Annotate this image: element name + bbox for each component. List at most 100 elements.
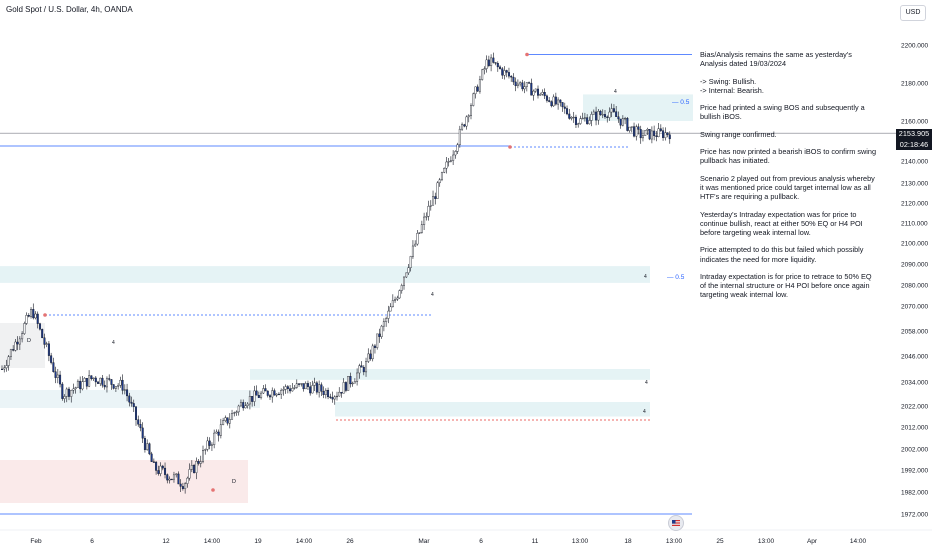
candle-body bbox=[648, 129, 651, 140]
candle-body bbox=[476, 86, 479, 92]
candle-body bbox=[271, 390, 274, 398]
candle-body bbox=[403, 276, 406, 286]
candle-body bbox=[641, 135, 644, 139]
candle-body bbox=[304, 383, 307, 390]
candle-body bbox=[619, 118, 622, 126]
candle-body bbox=[414, 243, 417, 247]
candle-body bbox=[534, 88, 537, 92]
y-tick-label: 2160.000 bbox=[901, 119, 928, 126]
note-line: Price has now printed a bearish iBOS to … bbox=[700, 147, 877, 166]
candle-body bbox=[246, 403, 249, 406]
candle-body bbox=[65, 388, 68, 397]
candle-body bbox=[309, 386, 312, 394]
candle-body bbox=[342, 382, 345, 394]
candle-body bbox=[181, 486, 184, 489]
x-tick-label: 13:00 bbox=[758, 538, 775, 545]
candle-body bbox=[262, 388, 265, 394]
candle-body bbox=[50, 355, 53, 363]
poi-label: 4 bbox=[614, 89, 617, 95]
candle-body bbox=[59, 374, 62, 385]
currency-button[interactable]: USD bbox=[900, 5, 926, 21]
poi-label: 4 bbox=[643, 409, 646, 415]
candle-body bbox=[248, 396, 251, 405]
candle-body bbox=[273, 390, 276, 396]
candle-body bbox=[175, 473, 178, 476]
last-price-tag: 2153.905 02:18:46 bbox=[896, 129, 932, 150]
poi-label: 4 bbox=[645, 380, 648, 386]
demand-label: D bbox=[232, 479, 236, 485]
candle-body bbox=[242, 402, 245, 409]
candle-body bbox=[586, 117, 589, 125]
candle-body bbox=[561, 102, 564, 108]
y-tick-label: 2080.000 bbox=[901, 283, 928, 290]
candle-body bbox=[353, 381, 356, 384]
note-line: -> Swing: Bullish. -> Internal: Bearish. bbox=[700, 76, 764, 95]
candle-body bbox=[655, 135, 658, 137]
candle-body bbox=[164, 467, 167, 475]
candle-body bbox=[452, 154, 455, 161]
candle-body bbox=[213, 432, 216, 446]
candle-body bbox=[467, 115, 470, 118]
x-tick-label: 14:00 bbox=[296, 538, 313, 545]
candle-body bbox=[226, 417, 229, 424]
y-tick-label: 2090.000 bbox=[901, 262, 928, 269]
candle-body bbox=[224, 417, 227, 421]
swing-high-dot bbox=[525, 52, 529, 57]
y-tick-label: 2070.000 bbox=[901, 304, 928, 311]
candle-body bbox=[563, 106, 566, 109]
x-tick-label: 18 bbox=[624, 538, 632, 545]
candle-body bbox=[269, 395, 272, 398]
candle-body bbox=[572, 116, 575, 119]
y-tick-label: 2046.000 bbox=[901, 354, 928, 361]
candle-body bbox=[137, 419, 140, 425]
candle-body bbox=[507, 72, 510, 77]
candle-body bbox=[208, 440, 211, 446]
flag-logo-icon[interactable] bbox=[668, 515, 684, 531]
candle-body bbox=[490, 57, 493, 66]
y-tick-label: 2130.000 bbox=[901, 181, 928, 188]
poi-label: 4 bbox=[431, 292, 434, 298]
candle-body bbox=[34, 313, 37, 319]
candle-body bbox=[32, 309, 35, 319]
candle-body bbox=[615, 111, 618, 117]
candle-body bbox=[277, 393, 280, 396]
y-tick-label: 1992.000 bbox=[901, 468, 928, 475]
candle-body bbox=[201, 450, 204, 462]
candle-body bbox=[184, 483, 187, 489]
candle-body bbox=[338, 391, 341, 397]
candle-body bbox=[610, 108, 613, 113]
x-tick-label: 12 bbox=[162, 538, 170, 545]
candle-body bbox=[427, 206, 430, 217]
candle-body bbox=[528, 82, 531, 84]
candle-body bbox=[152, 461, 155, 463]
candle-body bbox=[36, 313, 39, 324]
candle-body bbox=[7, 356, 10, 366]
candle-body bbox=[219, 424, 222, 436]
candle-body bbox=[134, 406, 137, 420]
x-tick-label: 13:00 bbox=[572, 538, 589, 545]
candle-body bbox=[195, 461, 198, 473]
candle-body bbox=[54, 371, 57, 378]
candle-body bbox=[530, 82, 533, 96]
analysis-notes: Bias/Analysis remains the same as yester… bbox=[700, 50, 878, 308]
candle-body bbox=[45, 343, 48, 345]
candle-body bbox=[306, 383, 309, 387]
candle-body bbox=[510, 75, 513, 78]
candle-body bbox=[624, 118, 627, 120]
candle-body bbox=[519, 82, 522, 85]
candle-body bbox=[298, 383, 301, 385]
candle-body bbox=[217, 431, 220, 436]
candle-body bbox=[483, 68, 486, 71]
candle-body bbox=[150, 453, 153, 462]
candle-body bbox=[416, 233, 419, 245]
candle-body bbox=[568, 113, 571, 119]
candle-body bbox=[628, 126, 631, 131]
candle-body bbox=[72, 388, 75, 391]
candle-body bbox=[566, 108, 569, 115]
candle-body bbox=[557, 99, 560, 105]
x-tick-label: 25 bbox=[716, 538, 724, 545]
candle-body bbox=[233, 412, 236, 414]
candle-body bbox=[626, 118, 629, 131]
